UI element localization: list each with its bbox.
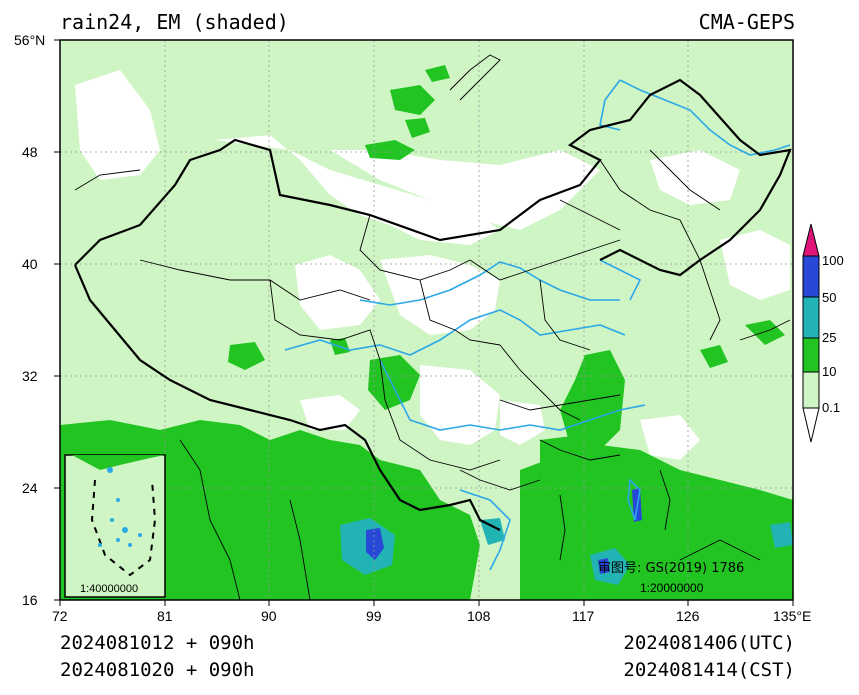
valid-time-cst: 2024081414(CST) [623,659,795,681]
lon-ticks [59,600,794,606]
colorbar-label-10: 10 [822,364,836,379]
lon-label-72: 72 [52,608,68,624]
colorbar-label-100: 100 [822,253,844,268]
lat-label-56: 56°N [14,32,45,48]
national-border [73,78,792,531]
colorbar-swatch-below-0.1 [802,407,820,443]
colorbar-swatch-100-plus [802,223,820,257]
colorbar-swatch-10-25 [802,337,820,373]
colorbar-label-50: 50 [822,290,836,305]
main-scale-label: 1:20000000 [640,581,704,595]
lon-label-99: 99 [366,608,382,624]
colorbar-swatch-25-50 [802,296,820,339]
lat-label-24: 24 [22,480,38,496]
init-time-cst: 2024081020 + 090h [60,659,255,681]
colorbar-label-0.1: 0.1 [822,400,840,415]
map-approval-number: 审图号: GS(2019) 1786 [598,561,744,576]
country-outlines [74,54,791,600]
lon-label-117: 117 [572,608,595,624]
plot-frame [59,39,794,601]
init-time-utc: 2024081012 + 090h [60,632,255,654]
lat-label-32: 32 [22,368,38,384]
lon-label-81: 81 [157,608,173,624]
lat-ticks [54,39,60,601]
model-name: CMA-GEPS [698,10,795,34]
colorbar [802,223,820,443]
colorbar-label-25: 25 [822,330,836,345]
map-title: rain24, EM (shaded) [60,10,289,34]
lat-label-40: 40 [22,256,38,272]
map-plot-area [60,40,793,600]
lon-label-108: 108 [467,608,491,624]
colorbar-swatch-0.1-10 [802,371,820,409]
valid-time-utc: 2024081406(UTC) [623,632,795,654]
lon-label-126: 126 [676,608,700,624]
south-china-sea-inset [64,454,166,598]
provincial-boundaries [139,149,721,491]
lat-label-16: 16 [22,592,38,608]
lat-label-48: 48 [22,144,38,160]
rivers [284,79,791,571]
lat-lon-grid [60,40,793,600]
colorbar-swatch-50-100 [802,255,820,298]
inset-scale-label: 1:40000000 [80,583,138,595]
lon-label-90: 90 [261,608,277,624]
lon-label-135: 135°E [773,608,811,624]
